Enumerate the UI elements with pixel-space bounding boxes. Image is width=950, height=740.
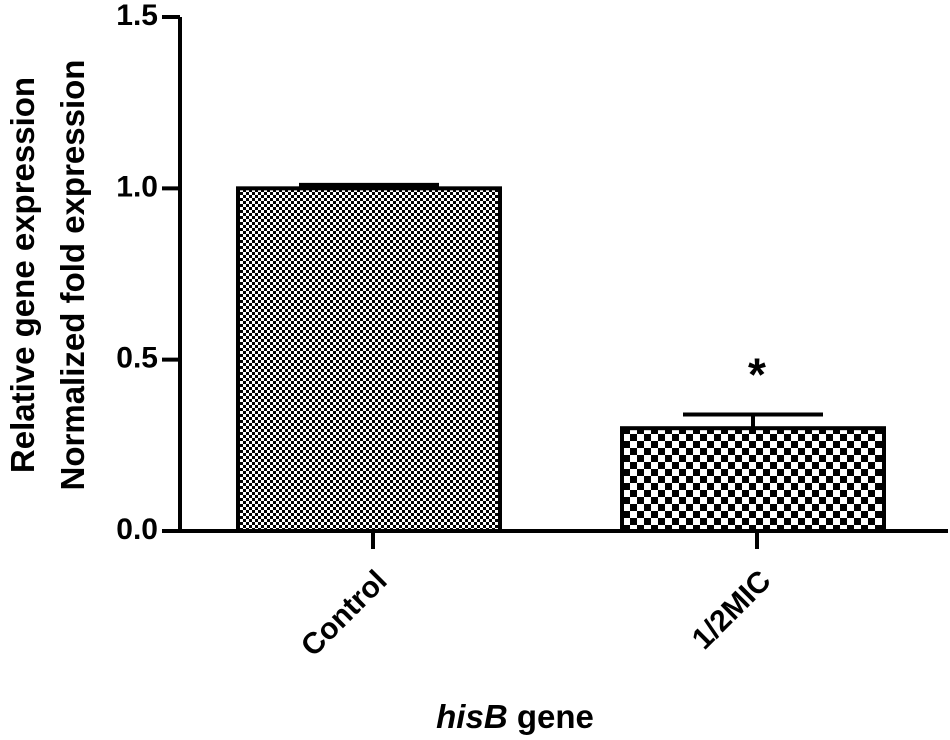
significance-marker: *	[748, 348, 766, 400]
y-tick-label: 0.0	[116, 513, 158, 546]
bar	[236, 186, 502, 533]
y-tick-label: 1.0	[116, 170, 158, 203]
y-tick-label: 0.5	[116, 342, 158, 375]
y-axis-label: Relative gene expression	[4, 77, 41, 473]
x-axis-label-text: gene	[517, 698, 594, 735]
error-bar	[683, 412, 823, 429]
y-tick-label: 1.5	[116, 0, 158, 32]
x-axis-label: hisB gene	[436, 698, 594, 735]
error-bar	[299, 182, 439, 189]
y-axis-label: Normalized fold expression	[54, 60, 91, 491]
bar	[620, 426, 886, 534]
x-tick-label: 1/2MIC	[686, 564, 778, 656]
x-tick-label: Control	[295, 564, 394, 663]
x-axis-label-italic: hisB	[436, 698, 508, 735]
